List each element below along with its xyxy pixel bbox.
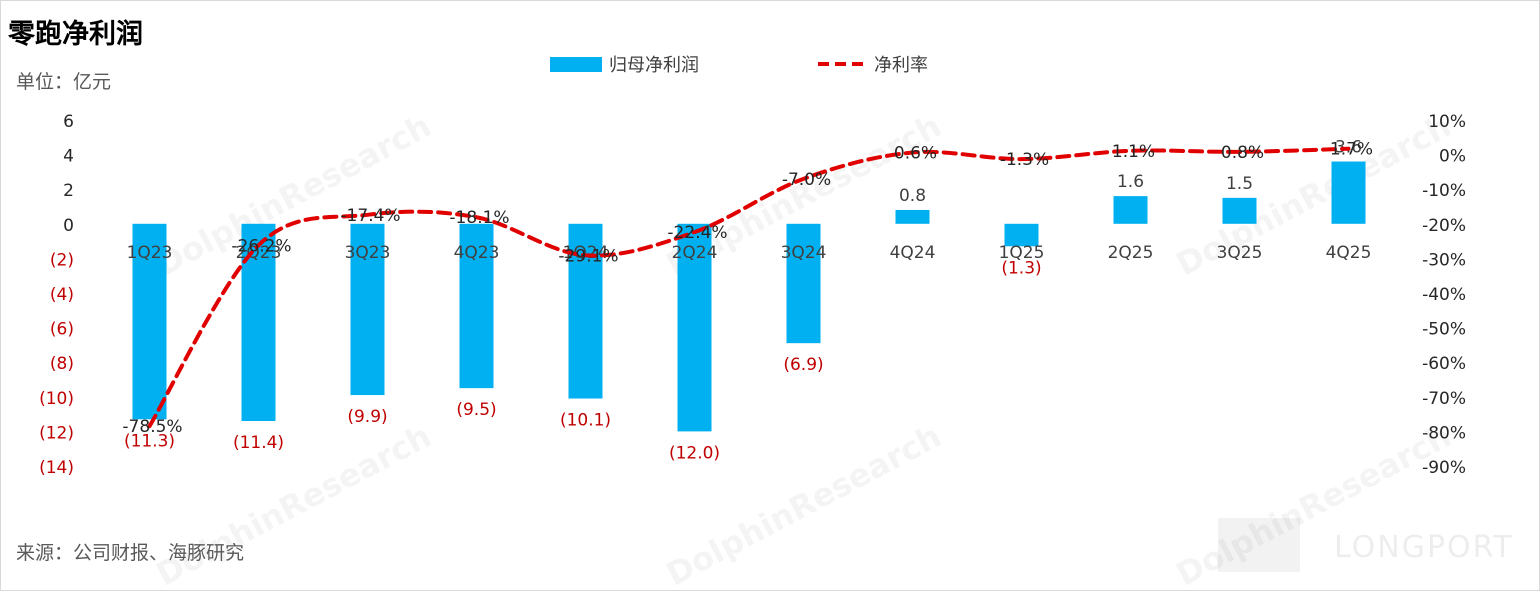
x-tick-label: 1Q25 — [999, 243, 1045, 263]
brand-mark-icon — [1218, 518, 1300, 572]
unit-label: 单位：亿元 — [16, 71, 112, 93]
y-left-tick-label: (8) — [50, 354, 74, 374]
line-data-label: -22.4% — [667, 223, 727, 243]
y-right-tick-label: -10% — [1422, 181, 1466, 201]
bar-data-label: (10.1) — [560, 411, 611, 431]
bar-data-label: (9.5) — [456, 400, 496, 420]
y-left-tick-label: (4) — [50, 285, 74, 305]
x-tick-label: 4Q23 — [454, 243, 500, 263]
net-margin-line — [147, 146, 1351, 429]
bar — [132, 223, 167, 420]
x-tick-label: 3Q24 — [781, 243, 827, 263]
x-tick-label: 3Q25 — [1217, 243, 1263, 263]
y-right-tick-label: -40% — [1422, 285, 1466, 305]
y-right-tick-label: -80% — [1422, 423, 1466, 443]
bar-data-label: (12.0) — [669, 443, 720, 463]
y-left-tick-label: (10) — [39, 389, 74, 409]
x-tick-label: 3Q23 — [345, 243, 391, 263]
y-right-tick-label: -20% — [1422, 216, 1466, 236]
y-left-tick-label: (6) — [50, 320, 74, 340]
bar-data-label: 1.5 — [1226, 174, 1253, 194]
x-tick-label: 2Q24 — [672, 243, 718, 263]
bar — [1222, 197, 1257, 224]
brand-text: LONGPORT — [1334, 530, 1514, 565]
bar-data-label: (1.3) — [1001, 258, 1041, 278]
bar-data-label: (11.4) — [233, 433, 284, 453]
legend-bar-swatch — [550, 57, 602, 72]
line-data-label: -1.3% — [1000, 150, 1049, 170]
x-tick-label: 2Q25 — [1108, 243, 1154, 263]
x-tick-label: 1Q24 — [563, 243, 609, 263]
line-data-label: 1.7% — [1330, 140, 1373, 160]
y-right-tick-label: 0% — [1439, 147, 1466, 167]
line-data-label: -26.2% — [231, 236, 291, 256]
y-right-tick-label: -60% — [1422, 354, 1466, 374]
legend-bar-label: 归母净利润 — [609, 55, 699, 76]
y-left-tick-label: (2) — [50, 250, 74, 270]
source-note: 来源：公司财报、海豚研究 — [16, 542, 245, 564]
bar-data-label: 1.6 — [1117, 172, 1144, 192]
y-left-tick-label: 2 — [63, 181, 74, 201]
y-right-tick-label: -90% — [1422, 458, 1466, 478]
line-data-label: -78.5% — [122, 417, 182, 437]
line-data-label: 1.1% — [1112, 142, 1155, 162]
y-left-tick-label: 0 — [63, 216, 74, 236]
bar-data-label: (9.9) — [347, 407, 387, 427]
y-right-tick-label: -70% — [1422, 389, 1466, 409]
y-left-tick-label: 4 — [63, 147, 74, 167]
line-data-label: -17.4% — [340, 206, 400, 226]
bar-data-label: (11.3) — [124, 431, 175, 451]
line-data-label: -29.1% — [558, 246, 618, 266]
bar-data-label: (6.9) — [783, 355, 823, 375]
y-left-tick-label: 6 — [63, 112, 74, 132]
bar — [895, 209, 930, 224]
legend-line-label: 净利率 — [874, 55, 928, 76]
bar — [1004, 223, 1039, 247]
bar — [786, 223, 821, 344]
y-right-tick-label: -50% — [1422, 320, 1466, 340]
y-right-tick-label: 10% — [1428, 112, 1466, 132]
x-tick-label: 4Q25 — [1326, 243, 1372, 263]
bar — [459, 223, 494, 389]
y-left-tick-label: (12) — [39, 423, 74, 443]
chart-title: 零跑净利润 — [8, 19, 143, 50]
y-right-tick-label: -30% — [1422, 250, 1466, 270]
bar — [677, 223, 712, 432]
y-left-tick-label: (14) — [39, 458, 74, 478]
line-data-label: 0.6% — [894, 144, 937, 164]
bar — [350, 223, 385, 396]
bar-data-label: 0.8 — [899, 186, 926, 206]
bar — [1331, 161, 1366, 224]
line-data-label: -7.0% — [782, 170, 831, 190]
bar — [1113, 196, 1148, 224]
line-data-label: -18.1% — [449, 208, 509, 228]
x-tick-label: 4Q24 — [890, 243, 936, 263]
line-data-label: 0.8% — [1221, 143, 1264, 163]
x-tick-label: 1Q23 — [127, 243, 173, 263]
